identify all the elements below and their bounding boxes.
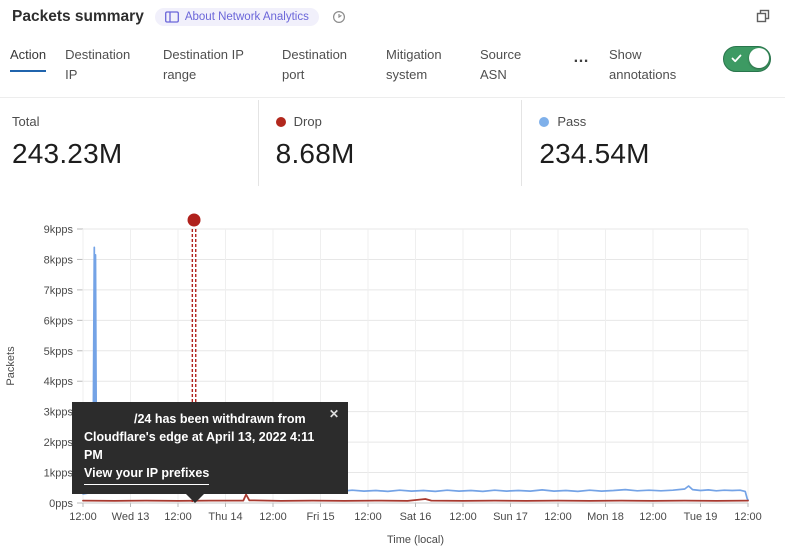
x-tick-label: 12:00	[69, 511, 97, 523]
tooltip-line1: /24 has been withdrawn from	[134, 412, 306, 426]
y-tick-label: 0pps	[49, 498, 73, 510]
annotation-marker[interactable]	[187, 213, 201, 227]
view-ip-prefixes-link[interactable]: View your IP prefixes	[84, 464, 210, 485]
stat-drop-value: 8.68M	[275, 138, 355, 169]
close-icon[interactable]: ✕	[328, 407, 339, 421]
y-axis-title: Packets	[5, 346, 17, 386]
drop-legend-dot	[275, 116, 286, 127]
annotation-tooltip: ✕ /24 has been withdrawn from Cloudflare…	[72, 402, 348, 502]
panel-header: Packets summary About Network Analytics	[12, 8, 346, 26]
x-tick-label: Tue 19	[684, 511, 718, 523]
about-network-analytics-badge[interactable]: About Network Analytics	[154, 8, 319, 26]
y-tick-label: 8kpps	[44, 254, 74, 266]
y-tick-label: 1kpps	[44, 468, 74, 480]
pass-legend-dot	[539, 116, 550, 127]
x-axis-title: Time (local)	[387, 534, 444, 546]
tab-source-asn[interactable]: Source ASN	[480, 47, 522, 83]
x-tick-label: Thu 14	[208, 511, 242, 523]
y-tick-label: 4kpps	[44, 376, 74, 388]
y-tick-label: 6kpps	[44, 315, 74, 327]
tab-destination-port[interactable]: Destination port	[282, 47, 348, 83]
show-annotations-label: Show annotations	[609, 47, 677, 83]
book-icon	[164, 11, 179, 23]
x-tick-label: 12:00	[259, 511, 287, 523]
tooltip-line2: Cloudflare's edge at April 13, 2022 4:11…	[84, 430, 315, 463]
stat-pass-label: Pass	[557, 114, 587, 129]
x-tick-label: Wed 13	[112, 511, 150, 523]
more-tabs-button[interactable]: …	[573, 49, 590, 66]
y-tick-label: 7kpps	[44, 285, 74, 297]
x-tick-label: 12:00	[164, 511, 192, 523]
x-tick-label: 12:00	[639, 511, 667, 523]
stat-total: Total 243.23M	[0, 100, 258, 186]
x-tick-label: Fri 15	[306, 511, 334, 523]
show-annotations-toggle[interactable]	[723, 46, 771, 72]
x-tick-label: 12:00	[734, 511, 762, 523]
x-tick-label: Sun 17	[493, 511, 528, 523]
stat-drop: Drop 8.68M	[257, 100, 522, 186]
toggle-knob	[749, 48, 769, 68]
y-tick-label: 5kpps	[44, 346, 74, 358]
x-tick-label: Mon 18	[587, 511, 624, 523]
stats-row: Total 243.23M Drop 8.68M Pass 234.54M	[0, 100, 785, 186]
y-tick-label: 3kpps	[44, 407, 74, 419]
stat-total-value: 243.23M	[12, 138, 123, 169]
y-tick-label: 2kpps	[44, 437, 74, 449]
tab-mitigation-system[interactable]: Mitigation system	[386, 47, 442, 83]
tab-destination-ip-range[interactable]: Destination IP range	[163, 47, 244, 83]
stat-pass: Pass 234.54M	[521, 100, 785, 186]
x-tick-label: 12:00	[544, 511, 572, 523]
stat-total-label: Total	[12, 114, 40, 129]
dimension-tabs: Action Destination IP Destination IP ran…	[10, 45, 771, 85]
expand-panel-icon[interactable]	[755, 8, 771, 29]
y-tick-label: 9kpps	[44, 224, 74, 236]
badge-label: About Network Analytics	[184, 11, 309, 23]
tab-action[interactable]: Action	[10, 45, 47, 73]
page-title: Packets summary	[12, 8, 144, 25]
x-tick-label: Sat 16	[400, 511, 432, 523]
clock-icon[interactable]	[332, 10, 346, 24]
series-drop	[82, 493, 749, 502]
tabs-divider	[0, 97, 785, 98]
tab-destination-ip[interactable]: Destination IP	[65, 47, 131, 83]
stat-drop-label: Drop	[293, 114, 322, 129]
x-tick-label: 12:00	[449, 511, 477, 523]
check-icon	[731, 54, 742, 63]
x-tick-label: 12:00	[354, 511, 382, 523]
packets-chart[interactable]: 0pps 1kpps 2kpps 3kpps 4kpps 5kpps 6kpps 7kpps 8…	[0, 210, 785, 555]
stat-pass-value: 234.54M	[539, 138, 650, 169]
